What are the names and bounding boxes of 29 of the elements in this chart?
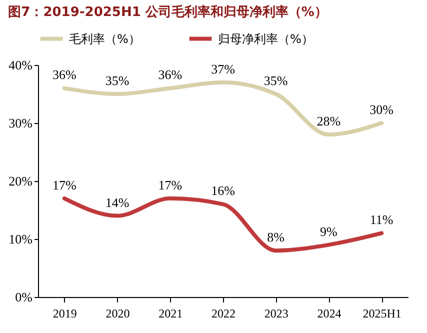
- x-tick-label: 2021: [158, 306, 183, 320]
- legend-label: 归母净利率（%）: [218, 32, 314, 46]
- data-label: 35%: [264, 73, 288, 88]
- x-tick-label: 2019: [52, 306, 77, 320]
- data-label: 35%: [105, 73, 130, 88]
- y-tick-label: 10%: [8, 232, 33, 246]
- y-tick-label: 20%: [8, 174, 33, 188]
- y-tick-label: 30%: [8, 116, 33, 130]
- x-tick-label: 2022: [212, 306, 236, 320]
- x-tick-label: 2025H1: [362, 306, 402, 320]
- data-label: 36%: [158, 67, 182, 82]
- data-label: 36%: [52, 67, 77, 82]
- data-label: 8%: [267, 230, 285, 245]
- data-label: 17%: [158, 177, 182, 192]
- legend-label: 毛利率（%）: [69, 32, 140, 46]
- y-tick-label: 0%: [15, 290, 33, 304]
- x-tick-label: 2020: [106, 306, 130, 320]
- data-label: 11%: [370, 212, 394, 228]
- x-tick-label: 2024: [317, 306, 342, 320]
- chart-title: 图7：2019-2025H1 公司毛利率和归母净利率（%）: [8, 4, 328, 20]
- data-label: 37%: [211, 61, 236, 76]
- x-tick-label: 2023: [264, 306, 288, 320]
- data-label: 30%: [370, 102, 394, 117]
- data-label: 28%: [316, 114, 341, 129]
- y-tick-label: 40%: [8, 58, 33, 72]
- data-label: 16%: [211, 183, 236, 198]
- data-label: 17%: [52, 177, 77, 192]
- data-label: 14%: [105, 194, 130, 210]
- data-label: 9%: [320, 224, 338, 239]
